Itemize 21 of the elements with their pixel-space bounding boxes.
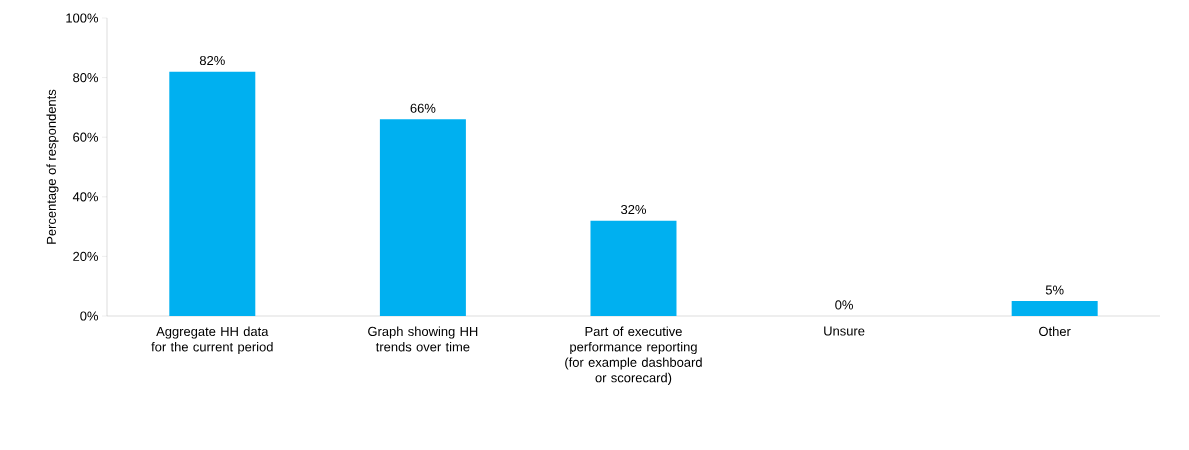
y-tick-label: 40%	[72, 192, 99, 202]
y-tick-label: 20%	[73, 251, 99, 261]
y-axis-title: Percentage of respondents	[46, 89, 59, 244]
bar	[590, 220, 677, 316]
bar	[1011, 301, 1098, 316]
x-tick-label: Part of executive performance reporting (for example dashboard or scorecard)	[565, 326, 702, 385]
y-tick-label: 60%	[73, 132, 99, 142]
data-label: 82%	[199, 55, 225, 66]
x-tick-label: Aggregate HH data for the current period	[151, 326, 273, 355]
y-tick-label: 80%	[73, 73, 99, 83]
x-tick-label: Unsure	[824, 326, 865, 336]
x-tick-label: Other	[1039, 326, 1071, 337]
data-label: 66%	[410, 103, 436, 113]
y-tick-label: 0%	[80, 311, 99, 321]
data-label: 5%	[1045, 285, 1064, 295]
data-label: 0%	[835, 300, 853, 310]
y-tick-label: 100%	[66, 13, 99, 23]
bar	[169, 71, 256, 316]
data-label: 32%	[621, 204, 646, 215]
bar	[379, 119, 466, 316]
x-tick-label: Graph showing HH trends over time	[368, 326, 478, 352]
